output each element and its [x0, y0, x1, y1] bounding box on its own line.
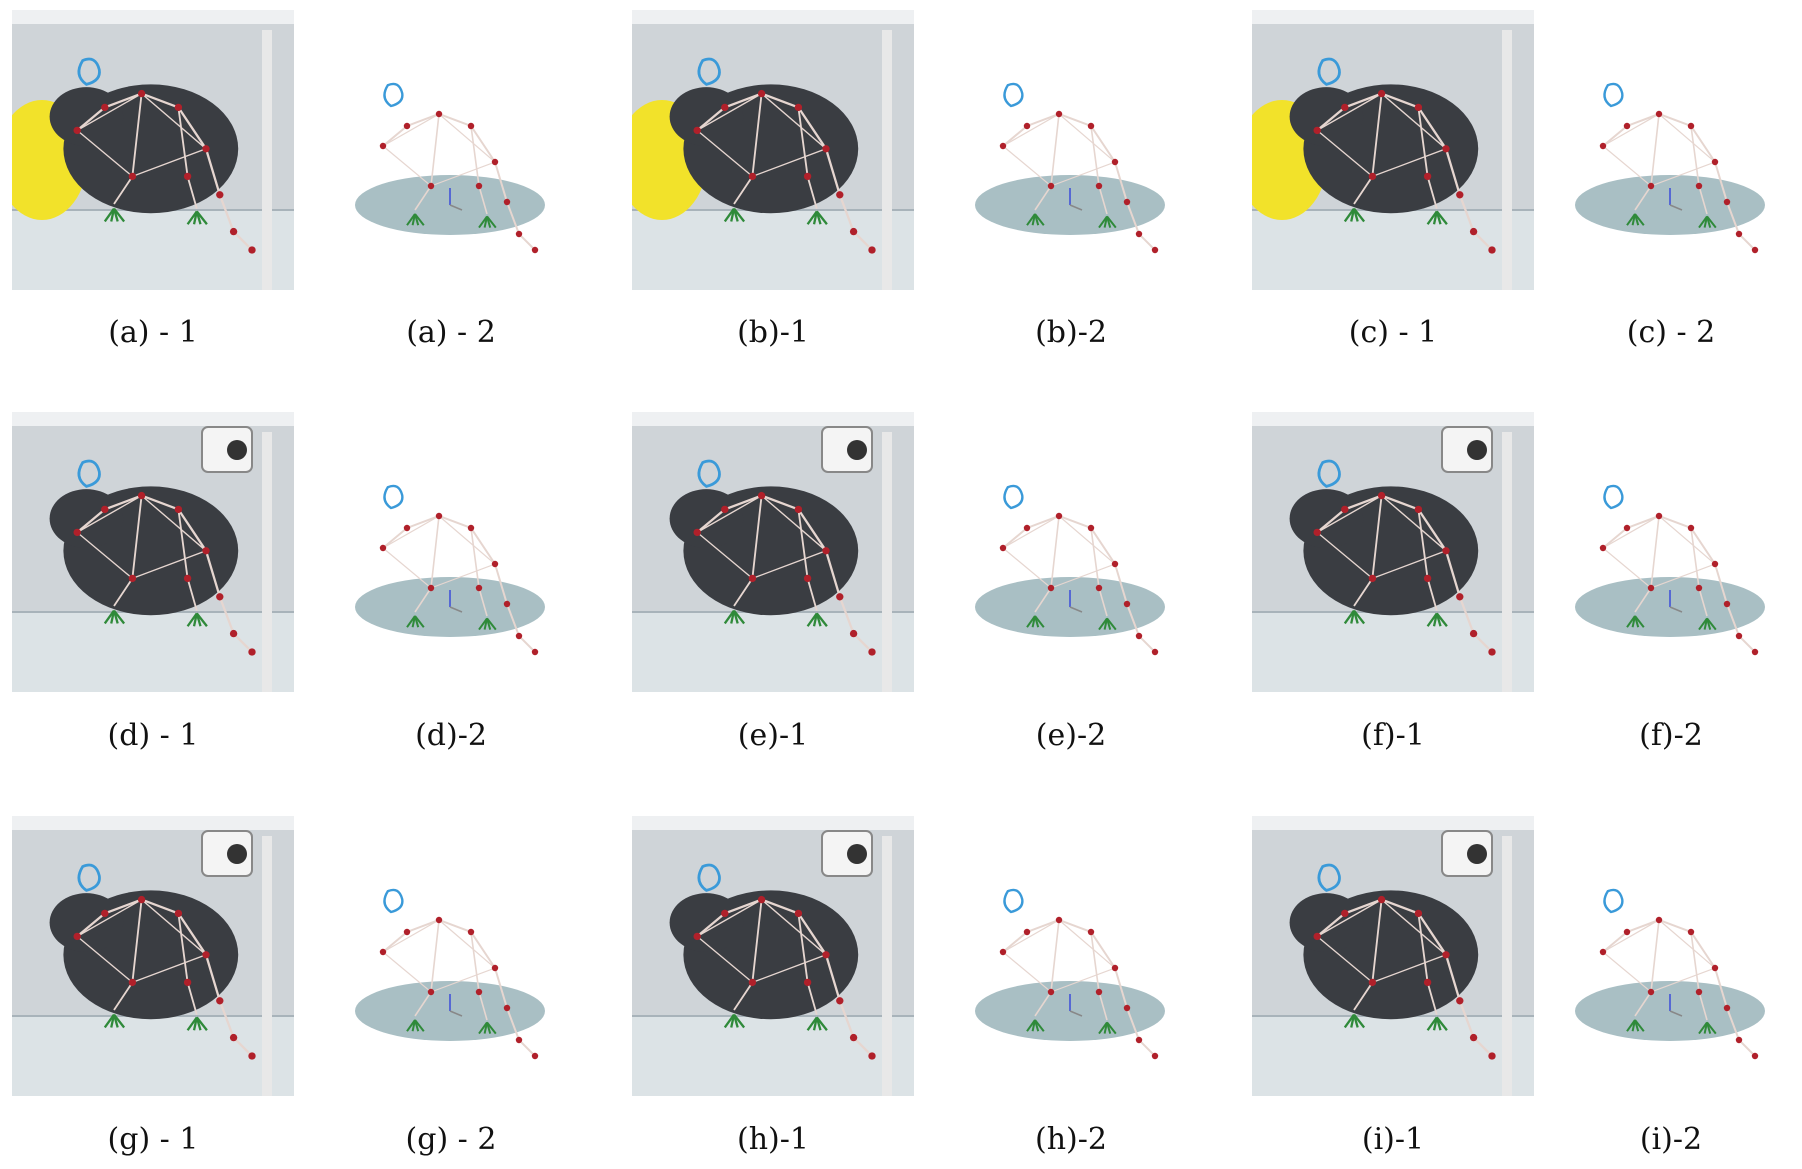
- 3d-skeleton-icon: [975, 484, 1165, 656]
- photo-panel-a: [12, 10, 294, 290]
- mouse-photo-icon: [632, 412, 914, 692]
- skeleton-caption: (i)-2: [1639, 1122, 1703, 1157]
- photo-caption: (h)-1: [737, 1122, 809, 1157]
- photo-caption: (b)-1: [737, 315, 809, 350]
- 3d-skeleton-icon: [355, 888, 545, 1060]
- mouse-photo-icon: [1252, 10, 1534, 290]
- mouse-photo-icon: [632, 816, 914, 1096]
- skeleton-panel-d: [310, 412, 592, 692]
- skeleton-caption: (b)-2: [1035, 315, 1107, 350]
- mouse-photo-icon: [1252, 816, 1534, 1096]
- mouse-photo-icon: [12, 816, 294, 1096]
- photo-caption: (a) - 1: [108, 315, 198, 350]
- skeleton-caption: (f)-2: [1639, 718, 1703, 753]
- skeleton-panel-i: [1530, 816, 1802, 1096]
- skeleton-panel-h: [930, 816, 1212, 1096]
- 3d-skeleton-icon: [1575, 888, 1765, 1060]
- skeleton-panel-g: [310, 816, 592, 1096]
- photo-caption: (g) - 1: [107, 1122, 199, 1157]
- skeleton-panel-c: [1530, 10, 1802, 290]
- 3d-skeleton-icon: [975, 888, 1165, 1060]
- photo-panel-c: [1252, 10, 1534, 290]
- photo-panel-b: [632, 10, 914, 290]
- skeleton-panel-b: [930, 10, 1212, 290]
- skeleton-panel-a: [310, 10, 592, 290]
- skeleton-caption: (g) - 2: [405, 1122, 497, 1157]
- mouse-photo-icon: [1252, 412, 1534, 692]
- skeleton-caption: (e)-2: [1035, 718, 1107, 753]
- skeleton-panel-f: [1530, 412, 1802, 692]
- 3d-skeleton-icon: [1575, 484, 1765, 656]
- skeleton-caption: (c) - 2: [1626, 315, 1716, 350]
- photo-caption: (d) - 1: [107, 718, 199, 753]
- photo-panel-i: [1252, 816, 1534, 1096]
- photo-caption: (c) - 1: [1348, 315, 1438, 350]
- photo-panel-e: [632, 412, 914, 692]
- mouse-photo-icon: [12, 412, 294, 692]
- 3d-skeleton-icon: [1575, 82, 1765, 254]
- 3d-skeleton-icon: [355, 82, 545, 254]
- photo-caption: (e)-1: [737, 718, 809, 753]
- skeleton-caption: (d)-2: [415, 718, 487, 753]
- photo-caption: (i)-1: [1361, 1122, 1425, 1157]
- mouse-photo-icon: [12, 10, 294, 290]
- photo-caption: (f)-1: [1361, 718, 1425, 753]
- skeleton-caption: (a) - 2: [406, 315, 496, 350]
- 3d-skeleton-icon: [355, 484, 545, 656]
- mouse-photo-icon: [632, 10, 914, 290]
- 3d-skeleton-icon: [975, 82, 1165, 254]
- photo-panel-d: [12, 412, 294, 692]
- skeleton-panel-e: [930, 412, 1212, 692]
- skeleton-caption: (h)-2: [1035, 1122, 1107, 1157]
- photo-panel-g: [12, 816, 294, 1096]
- photo-panel-h: [632, 816, 914, 1096]
- photo-panel-f: [1252, 412, 1534, 692]
